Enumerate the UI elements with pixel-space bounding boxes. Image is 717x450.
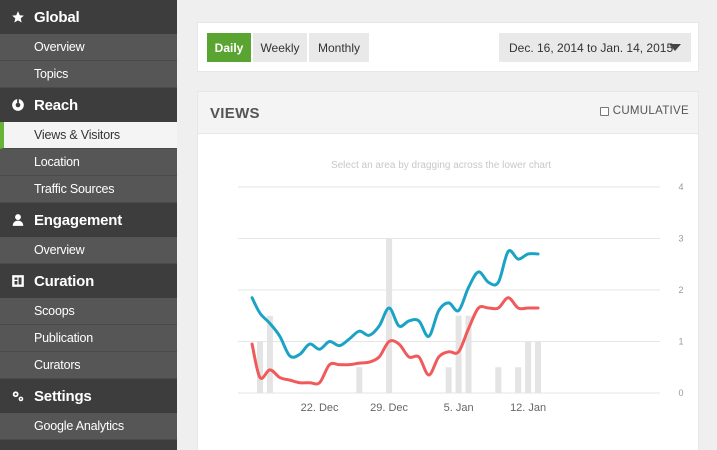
cumulative-label: CUMULATIVE [612, 105, 689, 117]
x-tick-label: 29. Dec [370, 402, 408, 414]
chart-hint: Select an area by dragging across the lo… [331, 160, 551, 171]
bar [257, 341, 263, 393]
views-chart[interactable]: Select an area by dragging across the lo… [198, 134, 700, 450]
daily-button[interactable]: Daily [207, 33, 251, 62]
sidebar-section-global[interactable]: Global [0, 0, 177, 34]
sidebar-item-scoops[interactable]: Scoops [0, 298, 177, 325]
bar [386, 238, 393, 393]
sidebar-item-google-analytics[interactable]: Google Analytics [0, 413, 177, 440]
series-line-red [250, 296, 540, 386]
bar [266, 315, 273, 393]
sidebar-section-label: Reach [34, 96, 79, 114]
y-tick-label: 4 [678, 182, 683, 192]
reach-icon [10, 97, 26, 113]
gears-icon [10, 388, 26, 404]
sidebar-section-curation[interactable]: Curation [0, 264, 177, 298]
date-range-picker[interactable]: Dec. 16, 2014 to Jan. 14, 2015 [499, 33, 691, 62]
monthly-button[interactable]: Monthly [309, 33, 369, 62]
sidebar-item-location[interactable]: Location [0, 149, 177, 176]
y-tick-label: 1 [678, 337, 683, 347]
sidebar-item-publication[interactable]: Publication [0, 325, 177, 352]
y-tick-label: 3 [678, 234, 683, 244]
sidebar-section-settings[interactable]: Settings [0, 379, 177, 413]
sidebar-item-views-visitors[interactable]: Views & Visitors [0, 122, 177, 149]
bar [525, 341, 532, 393]
bar [535, 341, 542, 393]
series-line-teal [250, 249, 540, 359]
sidebar-item-overview[interactable]: Overview [0, 34, 177, 61]
weekly-button[interactable]: Weekly [253, 33, 307, 62]
sidebar-section-label: Global [34, 8, 80, 26]
curation-icon [10, 273, 26, 289]
checkbox-icon[interactable] [599, 106, 609, 116]
sidebar-item-curators[interactable]: Curators [0, 352, 177, 379]
panel-header: VIEWS CUMULATIVE [198, 92, 698, 134]
sidebar-section-label: Settings [34, 387, 92, 405]
caret-down-icon [669, 44, 681, 51]
person-icon [10, 212, 26, 228]
bar [445, 367, 452, 393]
sidebar-section-label: Curation [34, 272, 95, 290]
y-tick-label: 0 [678, 388, 683, 398]
sidebar-section-label: Engagement [34, 211, 123, 229]
x-tick-label: 12. Jan [510, 402, 546, 414]
sidebar-section-engagement[interactable]: Engagement [0, 203, 177, 237]
sidebar-item-traffic-sources[interactable]: Traffic Sources [0, 176, 177, 203]
views-panel: VIEWS CUMULATIVE Select an area by dragg… [197, 91, 699, 450]
sidebar-section-reach[interactable]: Reach [0, 88, 177, 122]
sidebar-item-overview[interactable]: Overview [0, 237, 177, 264]
bar [465, 315, 472, 393]
y-tick-label: 2 [678, 285, 683, 295]
cumulative-toggle[interactable]: CUMULATIVE [599, 105, 689, 117]
sidebar-item-topics[interactable]: Topics [0, 61, 177, 88]
x-tick-label: 22. Dec [301, 402, 339, 414]
bar [356, 367, 363, 393]
toolbar: Daily Weekly Monthly Dec. 16, 2014 to Ja… [197, 22, 699, 72]
date-range-label: Dec. 16, 2014 to Jan. 14, 2015 [509, 40, 674, 55]
star-icon [10, 9, 26, 25]
x-tick-label: 5. Jan [444, 402, 474, 414]
bar [515, 367, 522, 393]
bar [495, 367, 502, 393]
sidebar: Global Overview Topics Reach Views & Visitor… [0, 0, 177, 450]
bar [455, 315, 462, 393]
panel-title: VIEWS [210, 105, 260, 122]
